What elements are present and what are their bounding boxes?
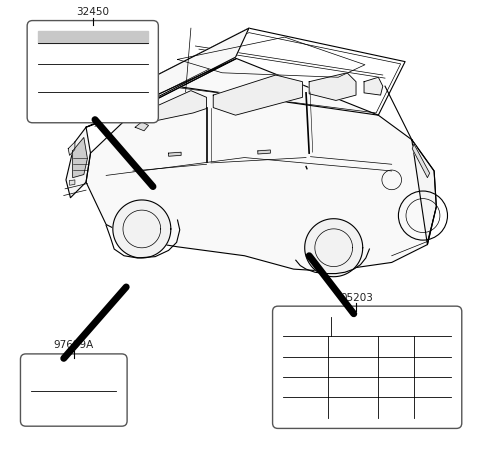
Polygon shape [70,180,75,185]
Polygon shape [146,91,206,123]
Polygon shape [258,150,270,154]
FancyBboxPatch shape [21,354,127,426]
Polygon shape [135,28,249,109]
Polygon shape [72,137,87,178]
Text: 97699A: 97699A [54,340,94,350]
FancyBboxPatch shape [27,21,158,123]
Polygon shape [86,58,237,127]
Polygon shape [66,127,91,198]
Polygon shape [309,73,356,101]
Polygon shape [68,142,75,155]
Polygon shape [213,75,302,115]
Polygon shape [135,122,148,131]
Polygon shape [364,77,383,95]
Text: 32450: 32450 [76,7,109,17]
Text: 05203: 05203 [340,293,373,303]
Polygon shape [38,31,148,43]
Polygon shape [113,200,171,258]
Polygon shape [305,219,363,277]
Polygon shape [412,144,430,178]
Polygon shape [412,140,436,245]
FancyBboxPatch shape [273,306,462,428]
Polygon shape [86,58,436,271]
Polygon shape [168,152,181,156]
